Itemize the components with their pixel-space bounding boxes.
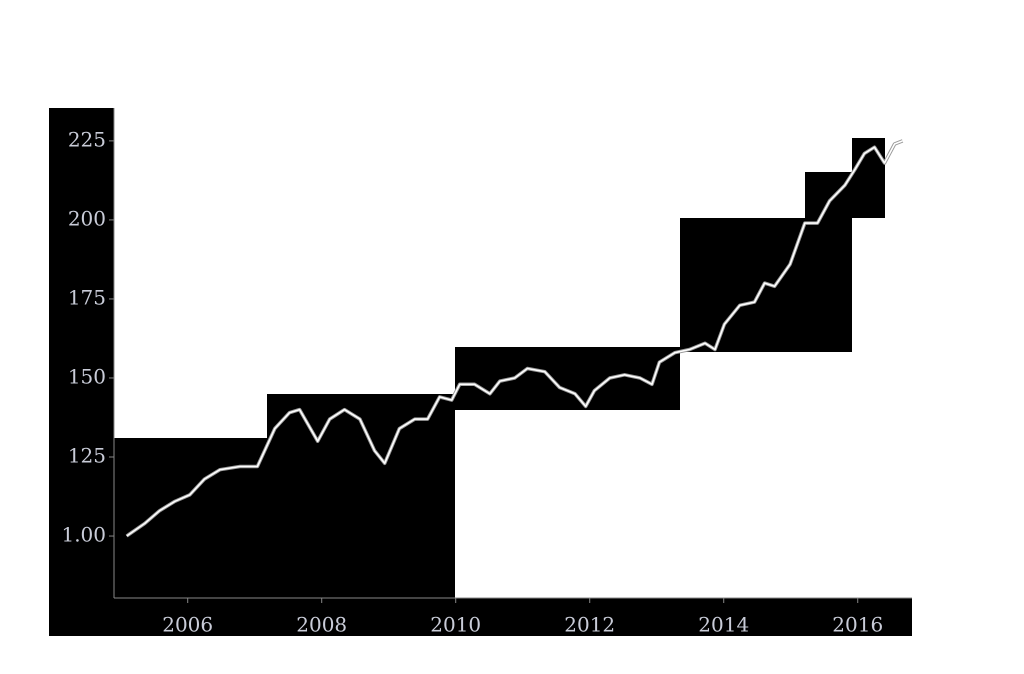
y-tick-label: 225 <box>68 127 106 151</box>
x-tick-label: 2014 <box>698 613 749 637</box>
x-tick-label: 2012 <box>564 613 615 637</box>
block <box>49 598 912 636</box>
x-tick-label: 2016 <box>832 613 883 637</box>
y-tick-label: 1.00 <box>61 523 106 547</box>
x-tick-label: 2010 <box>430 613 481 637</box>
block <box>49 108 114 636</box>
block <box>805 172 852 218</box>
line <box>126 140 903 537</box>
y-tick-label: 150 <box>68 364 106 388</box>
y-tick-label: 175 <box>68 285 106 309</box>
block <box>114 438 267 598</box>
block <box>455 347 680 410</box>
block <box>267 394 455 598</box>
y-tick-label: 200 <box>68 206 106 230</box>
dark-blocks <box>49 108 912 636</box>
y-tick-label: 125 <box>68 444 106 468</box>
x-tick-label: 2008 <box>296 613 347 637</box>
x-tick-label: 2006 <box>162 613 213 637</box>
